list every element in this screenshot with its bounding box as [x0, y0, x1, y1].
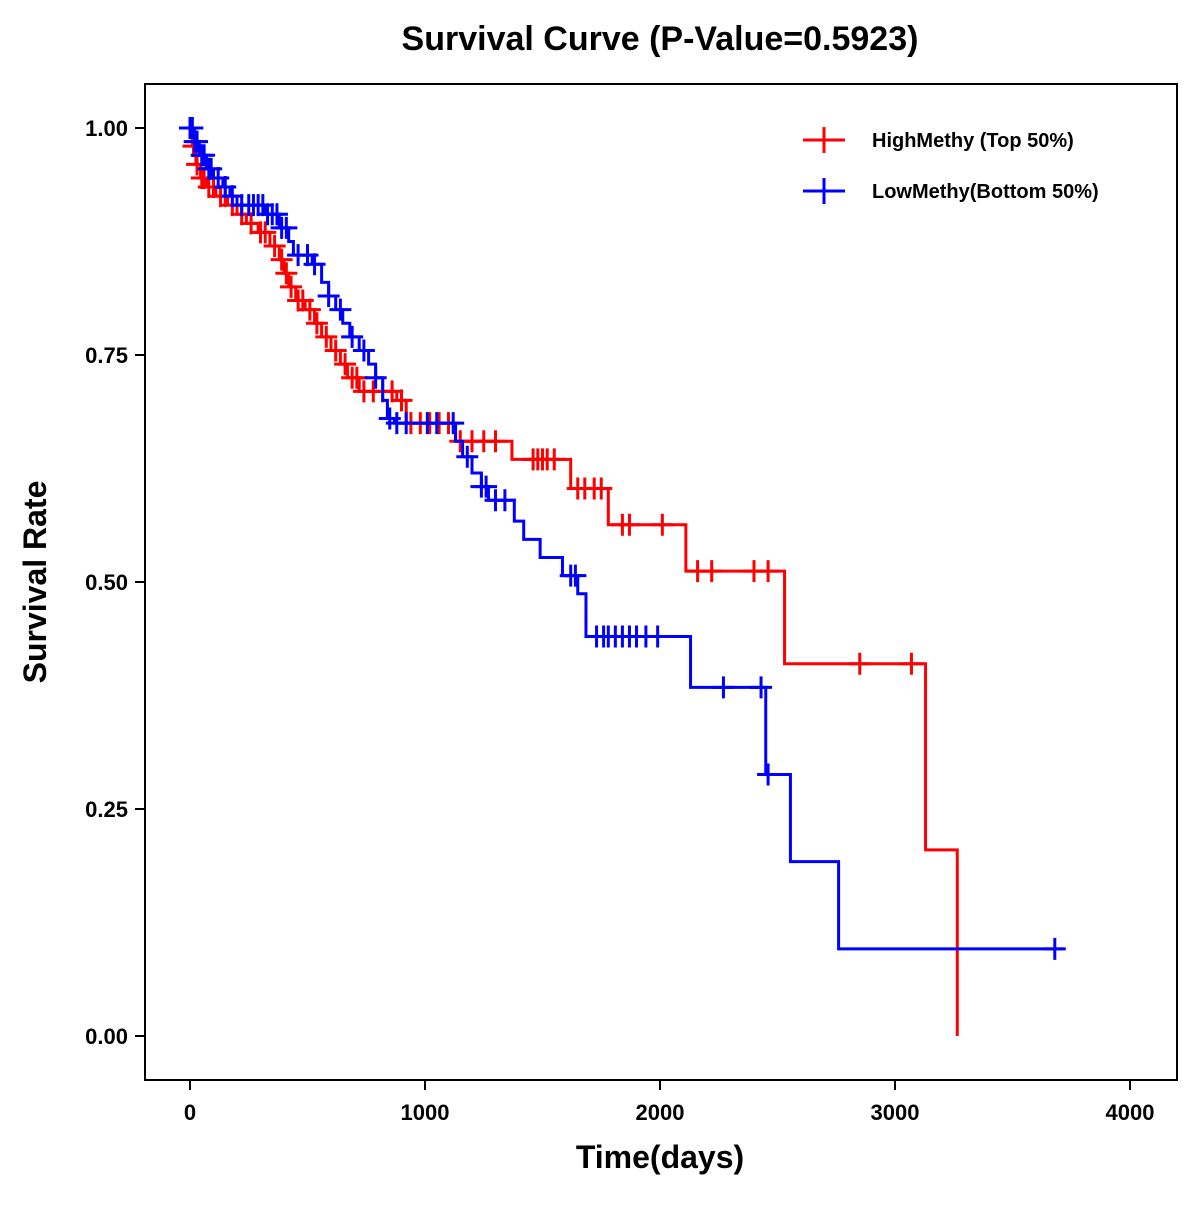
censor-mark — [700, 560, 723, 583]
censor-mark — [324, 339, 347, 362]
censor-mark — [329, 298, 352, 321]
x-tick-label: 1000 — [401, 1100, 450, 1125]
series-low-methy — [179, 117, 1066, 960]
censor-mark — [757, 763, 780, 786]
censor-mark — [381, 380, 404, 403]
censor-mark — [543, 448, 566, 471]
censor-mark — [275, 262, 298, 285]
censor-mark — [442, 412, 465, 435]
y-tick-label: 0.50 — [85, 570, 128, 595]
legend: HighMethy (Top 50%) LowMethy(Bottom 50%) — [803, 127, 1099, 204]
censor-mark — [270, 248, 293, 271]
censor-mark — [181, 117, 204, 139]
censor-mark — [646, 625, 669, 648]
censor-mark — [364, 366, 387, 389]
x-tick-label: 3000 — [871, 1100, 920, 1125]
censor-mark — [275, 216, 298, 239]
censor-mark — [265, 203, 288, 226]
censor-mark — [317, 284, 340, 307]
censor-mark — [712, 676, 735, 699]
censor-mark — [341, 325, 364, 348]
censor-mark — [757, 560, 780, 583]
censor-mark — [900, 652, 923, 675]
censor-mark — [1043, 937, 1066, 960]
x-tick-label: 2000 — [636, 1100, 685, 1125]
censor-mark — [334, 353, 357, 376]
legend-label: HighMethy (Top 50%) — [872, 130, 1074, 152]
legend-swatch — [803, 178, 845, 204]
censor-mark — [240, 212, 263, 235]
censor-mark — [254, 221, 277, 244]
censor-mark — [186, 130, 209, 153]
censor-mark — [493, 489, 516, 512]
censor-mark — [305, 312, 328, 335]
y-tick-label: 0.00 — [85, 1024, 128, 1049]
censor-mark — [564, 564, 587, 587]
legend-swatch — [803, 127, 845, 153]
censor-mark — [750, 676, 773, 699]
survival-step-line — [190, 126, 1064, 951]
censor-mark — [618, 513, 641, 536]
x-axis: 0 1000 2000 3000 4000 — [184, 1080, 1155, 1125]
censor-mark — [303, 253, 326, 276]
x-tick-label: 4000 — [1106, 1100, 1155, 1125]
y-axis: 0.00 0.25 0.50 0.75 1.00 — [85, 116, 145, 1049]
censor-mark — [475, 475, 498, 498]
x-tick-label: 0 — [184, 1100, 196, 1125]
censor-mark — [315, 325, 338, 348]
censor-mark — [280, 275, 303, 298]
censor-mark — [484, 430, 507, 453]
censor-mark — [352, 339, 375, 362]
curves — [179, 117, 1066, 1036]
legend-label: LowMethy(Bottom 50%) — [872, 181, 1099, 203]
plot-panel — [144, 83, 1178, 1081]
censor-mark — [651, 513, 674, 536]
y-tick-label: 0.25 — [85, 797, 128, 822]
censor-mark — [193, 144, 216, 167]
censor-mark — [395, 412, 418, 435]
censor-mark — [298, 298, 321, 321]
y-tick-label: 0.75 — [85, 343, 128, 368]
censor-mark — [345, 366, 368, 389]
censor-mark — [263, 235, 286, 258]
censor-mark — [251, 194, 274, 217]
y-tick-label: 1.00 — [85, 116, 128, 141]
x-axis-label: Time(days) — [576, 1139, 744, 1175]
y-axis-label: Survival Rate — [17, 481, 53, 684]
censor-mark — [848, 652, 871, 675]
censor-mark — [390, 389, 413, 412]
chart-title: Survival Curve (P-Value=0.5923) — [402, 20, 919, 58]
censor-mark — [590, 477, 613, 500]
censor-mark — [456, 445, 479, 468]
censor-mark — [221, 185, 244, 208]
